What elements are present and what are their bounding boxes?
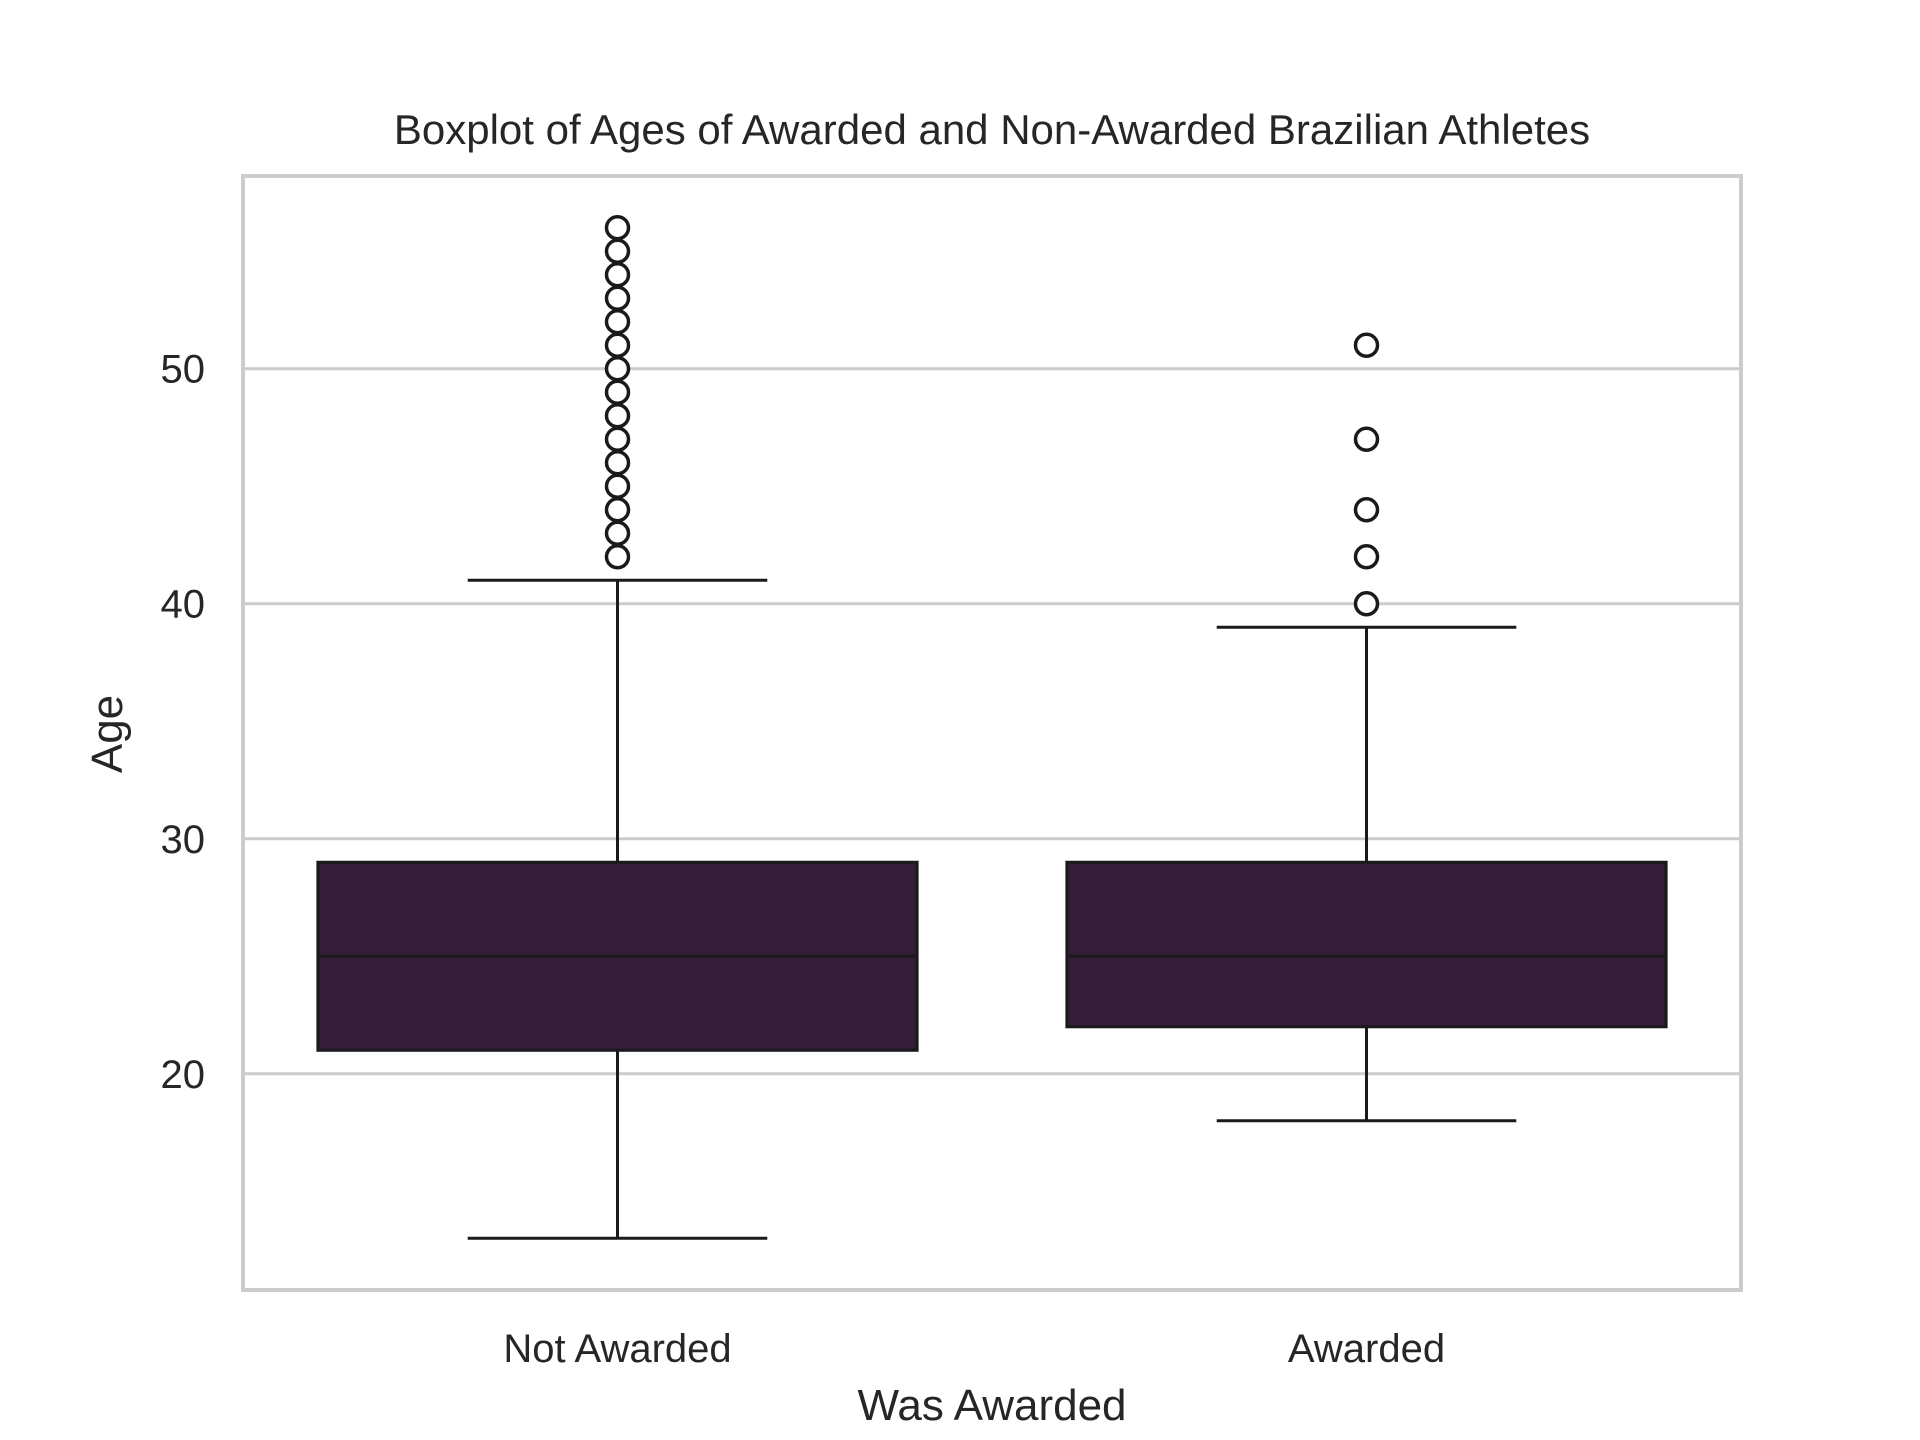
outlier-point	[604, 261, 631, 288]
y-tick-label-20: 20	[161, 1053, 206, 1097]
outlier-point	[604, 308, 631, 335]
gridlines	[243, 367, 1741, 1076]
outlier-point	[1353, 496, 1380, 523]
outlier-point	[1353, 426, 1380, 452]
outlier-point	[604, 332, 631, 358]
outlier-point	[604, 285, 631, 311]
y-tick-label-40: 40	[161, 583, 206, 627]
x-tick-labels: Not Awarded Awarded	[503, 1327, 1445, 1371]
y-tick-labels: 20 30 40 50	[161, 348, 206, 1097]
outlier-point	[604, 543, 631, 570]
outlier-point	[604, 238, 631, 264]
plot-frame	[241, 174, 1743, 1292]
outlier-point	[604, 426, 631, 452]
iqr-box	[1065, 860, 1668, 1029]
outlier-point	[604, 214, 631, 241]
outlier-point	[604, 402, 631, 429]
chart-title: Boxplot of Ages of Awarded and Non-Award…	[394, 106, 1590, 153]
outlier-point	[604, 496, 631, 523]
y-tick-label-30: 30	[161, 818, 206, 862]
outlier-point	[604, 449, 631, 476]
outlier-point	[604, 355, 631, 382]
outlier-point	[604, 379, 631, 405]
y-tick-label-50: 50	[161, 348, 206, 392]
outlier-point	[604, 473, 631, 499]
box-group-1	[316, 214, 919, 1240]
x-tick-label-1: Not Awarded	[503, 1327, 731, 1371]
boxes	[316, 214, 1668, 1240]
outlier-point	[604, 520, 631, 546]
box-group-2	[1065, 332, 1668, 1123]
x-axis-label: Was Awarded	[857, 1381, 1126, 1430]
y-axis-label: Age	[83, 695, 132, 773]
outlier-point	[1353, 590, 1380, 617]
outlier-point	[1353, 543, 1380, 570]
outlier-point	[1353, 332, 1380, 358]
x-tick-label-2: Awarded	[1288, 1327, 1445, 1371]
